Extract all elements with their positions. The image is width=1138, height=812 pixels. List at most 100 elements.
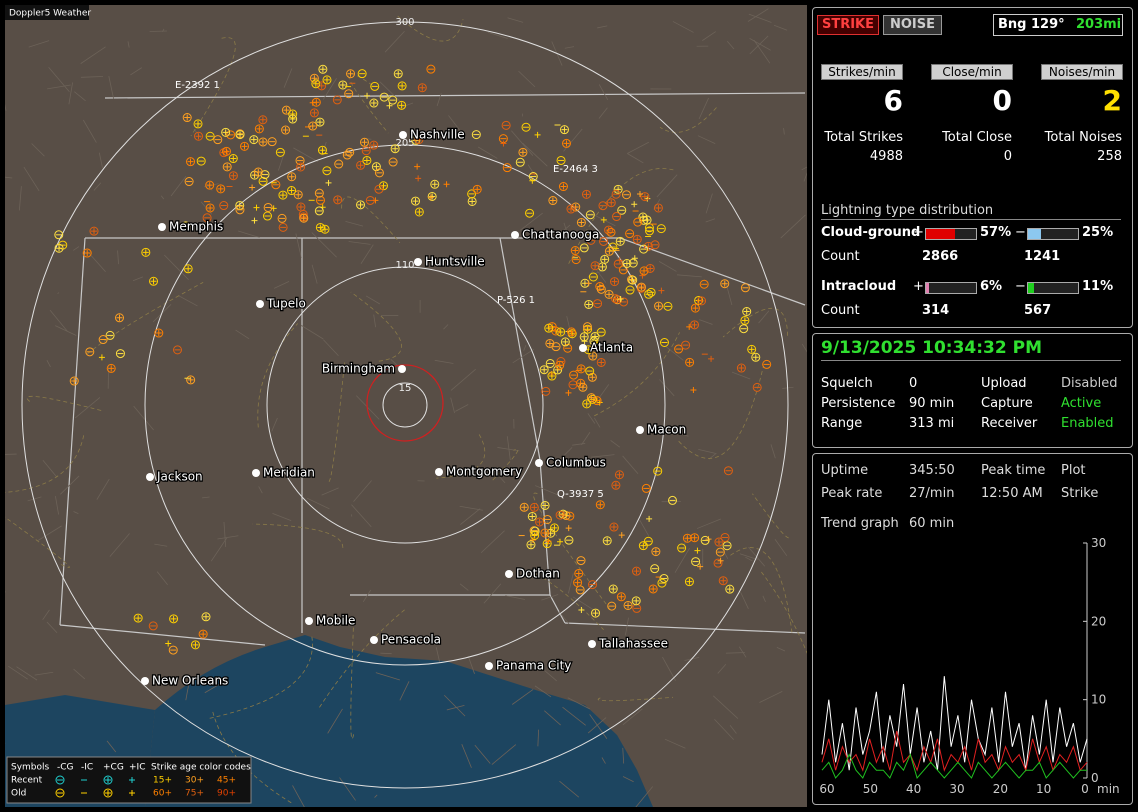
strike-sign: [597, 501, 604, 508]
strike-sign: [529, 513, 536, 520]
range-label: 205: [395, 138, 414, 149]
age-code: 30+: [185, 776, 204, 786]
strike-marker: [622, 190, 632, 200]
strike-marker: [334, 159, 344, 169]
strike-sign: [717, 557, 724, 564]
strike-ring: [584, 299, 594, 309]
strike-marker: [356, 160, 366, 170]
strike-sign: [334, 196, 341, 203]
county-line: [109, 533, 130, 557]
city-dot: [485, 662, 493, 670]
county-line: [725, 281, 733, 306]
road: [348, 73, 389, 134]
strike-ring: [559, 125, 569, 135]
strike-marker: [332, 95, 342, 105]
county-line: [293, 147, 319, 163]
county-line: [507, 17, 524, 23]
county-line: [477, 146, 498, 159]
strike-ring: [293, 190, 303, 200]
type-bar-fill: [926, 283, 929, 293]
strike-marker: [314, 188, 324, 198]
strike-ring: [720, 532, 730, 542]
strike-marker: [633, 217, 643, 227]
county-line: [130, 67, 142, 76]
county-line: [133, 405, 154, 431]
county-line: [676, 274, 702, 278]
symbol-sign: [129, 777, 135, 783]
strike-ring: [374, 184, 384, 194]
county-line: [698, 97, 710, 120]
strike-sign: [610, 524, 617, 531]
stat: 27/min: [909, 486, 955, 501]
rate-button[interactable]: Close/min: [931, 64, 1013, 80]
strike-marker: [545, 338, 555, 348]
county-line: [185, 675, 191, 701]
strike-marker: [700, 535, 710, 545]
strike-marker: [344, 89, 354, 99]
strike-marker: [617, 205, 627, 215]
city-dot: [158, 223, 166, 231]
strike-marker: [249, 184, 256, 191]
strike-ring: [576, 364, 586, 374]
strike-ring: [545, 358, 555, 368]
strike-ring: [281, 125, 291, 135]
strike-marker: [374, 184, 384, 194]
strike-ring: [650, 564, 660, 574]
strike-marker: [648, 584, 658, 594]
strike-ring: [690, 320, 700, 330]
strike-marker: [216, 184, 226, 194]
strike-ring: [311, 79, 321, 89]
strike-ring: [590, 261, 600, 271]
rate-button[interactable]: Noises/min: [1041, 64, 1123, 80]
setting: Disabled: [1061, 376, 1118, 391]
strike-ring: [345, 147, 355, 157]
county-line: [518, 70, 536, 88]
strike-ring: [571, 202, 581, 212]
stat: 345:50: [909, 463, 955, 478]
strike-sign: [698, 297, 705, 304]
strike-sign: [222, 129, 229, 136]
strike-sign: [542, 502, 549, 509]
strike-marker: [588, 272, 598, 282]
strike-ring: [613, 259, 623, 269]
strike-marker: [570, 245, 580, 255]
county-line: [322, 78, 337, 100]
county-line: [622, 776, 634, 783]
strike-sign: [574, 579, 581, 586]
strike-marker: [397, 81, 407, 91]
strike-marker: [515, 157, 525, 167]
rate-button[interactable]: Strikes/min: [821, 64, 903, 80]
strike-sign: [311, 109, 318, 116]
strike-ring: [141, 247, 151, 257]
strike-marker: [553, 365, 563, 375]
strike-marker: [739, 324, 749, 334]
strike-ring: [216, 184, 226, 194]
strike-ring: [54, 230, 64, 240]
county-line: [801, 166, 807, 171]
strike-ring: [570, 245, 580, 255]
strike-marker: [193, 119, 203, 129]
strike-marker: [667, 495, 677, 505]
strike-ring: [586, 235, 596, 245]
mode-button[interactable]: NOISE: [883, 15, 942, 35]
strike-ring: [356, 160, 366, 170]
county-line: [311, 232, 337, 258]
strike-marker: [740, 315, 750, 325]
distribution-title: Lightning type distribution: [821, 203, 994, 218]
state-border: [564, 622, 806, 634]
strike-ring: [530, 530, 540, 540]
legend-header: +IC: [129, 763, 145, 773]
total-label: Total Noises: [1044, 130, 1122, 145]
strike-marker: [636, 190, 643, 197]
mode-button[interactable]: STRIKE: [817, 15, 879, 35]
strike-ring: [588, 272, 598, 282]
strike-sign: [319, 147, 326, 154]
setting: Enabled: [1061, 416, 1114, 431]
strike-sign: [616, 471, 623, 478]
strike-sign: [720, 577, 727, 584]
range-ring: [266, 266, 544, 544]
strike-marker: [271, 180, 281, 190]
county-line: [659, 379, 675, 397]
strike-marker: [293, 190, 303, 200]
strike-sign: [521, 504, 528, 511]
